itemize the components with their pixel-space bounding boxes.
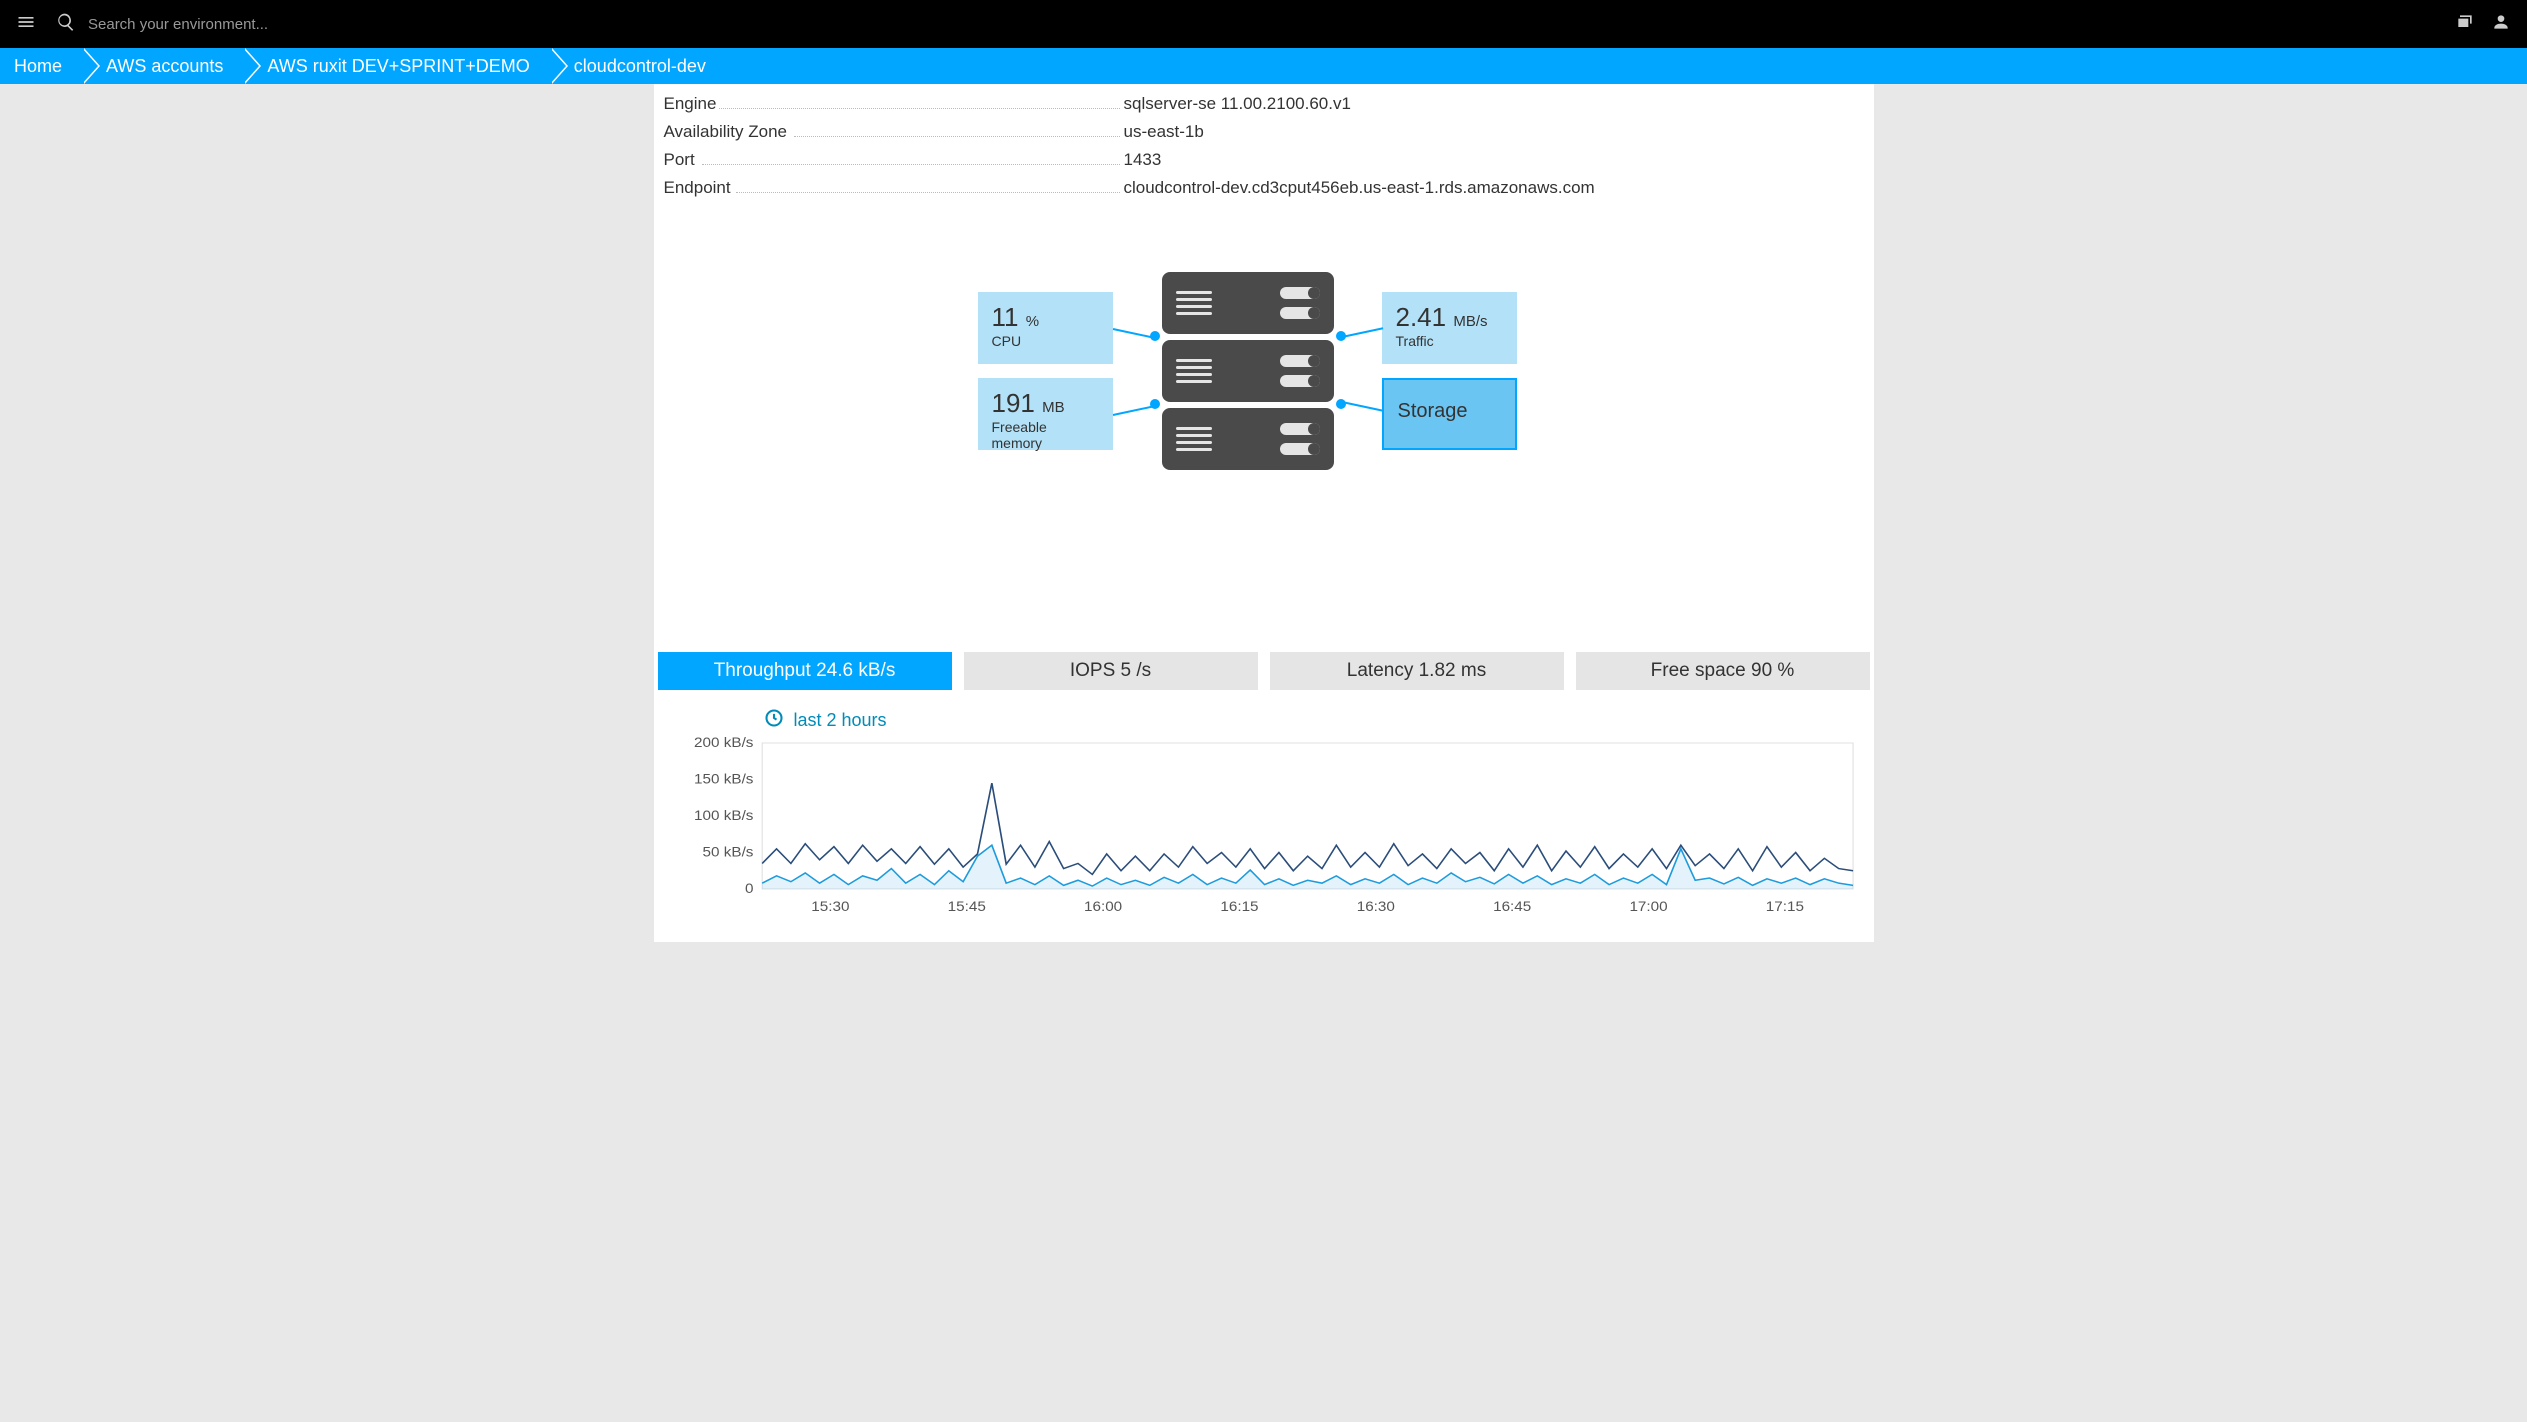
- server-icon: [1162, 272, 1334, 334]
- multiwindow-icon[interactable]: [2455, 12, 2475, 37]
- breadcrumb-item-cloudcontrol-dev[interactable]: cloudcontrol-dev: [550, 48, 726, 84]
- svg-text:15:45: 15:45: [947, 900, 985, 915]
- cpu-value: 11: [992, 302, 1019, 332]
- clock-icon: [764, 708, 784, 733]
- property-value: sqlserver-se 11.00.2100.60.v1: [1124, 94, 1351, 114]
- connector-line: [1112, 328, 1153, 339]
- memory-unit: MB: [1042, 399, 1065, 416]
- property-label: Port: [654, 150, 1124, 170]
- cpu-unit: %: [1026, 313, 1039, 330]
- card-storage[interactable]: Storage: [1382, 378, 1517, 450]
- server-stack: [1162, 272, 1334, 476]
- property-list: Enginesqlserver-se 11.00.2100.60.v1Avail…: [654, 84, 1874, 202]
- svg-text:0: 0: [744, 882, 753, 897]
- breadcrumb-item-aws-ruxit[interactable]: AWS ruxit DEV+SPRINT+DEMO: [243, 48, 549, 84]
- card-cpu[interactable]: 11 % CPU: [978, 292, 1113, 364]
- svg-text:200 kB/s: 200 kB/s: [694, 737, 753, 751]
- svg-text:17:15: 17:15: [1765, 900, 1803, 915]
- svg-text:16:45: 16:45: [1493, 900, 1531, 915]
- card-traffic[interactable]: 2.41 MB/s Traffic: [1382, 292, 1517, 364]
- svg-text:50 kB/s: 50 kB/s: [702, 845, 753, 860]
- connector-dot: [1336, 399, 1346, 409]
- breadcrumb-item-home[interactable]: Home: [0, 48, 82, 84]
- connector-dot: [1150, 399, 1160, 409]
- metric-tab[interactable]: Free space 90 %: [1576, 652, 1870, 690]
- server-icon: [1162, 340, 1334, 402]
- connector-dot: [1150, 331, 1160, 341]
- svg-text:16:00: 16:00: [1083, 900, 1121, 915]
- memory-value: 191: [992, 388, 1035, 418]
- chart-section: last 2 hours 200 kB/s 150 kB/s 100 kB/s 50 …: [654, 708, 1874, 922]
- traffic-label: Traffic: [1396, 333, 1503, 349]
- server-icon: [1162, 408, 1334, 470]
- connector-line: [1112, 405, 1153, 416]
- storage-label: Storage: [1398, 400, 1501, 423]
- connector-dot: [1336, 331, 1346, 341]
- connector-line: [1341, 401, 1382, 412]
- connector-line: [1341, 327, 1382, 338]
- topbar: [0, 0, 2527, 48]
- svg-text:150 kB/s: 150 kB/s: [694, 772, 753, 787]
- breadcrumb-label: Home: [14, 56, 62, 77]
- svg-text:100 kB/s: 100 kB/s: [694, 809, 753, 824]
- breadcrumb: Home AWS accounts AWS ruxit DEV+SPRINT+D…: [0, 48, 2527, 84]
- traffic-value: 2.41: [1396, 302, 1447, 332]
- card-memory[interactable]: 191 MB Freeable memory: [978, 378, 1113, 450]
- metric-tab[interactable]: IOPS 5 /s: [964, 652, 1258, 690]
- breadcrumb-label: AWS ruxit DEV+SPRINT+DEMO: [267, 56, 529, 77]
- breadcrumb-label: cloudcontrol-dev: [574, 56, 706, 77]
- timerange-label: last 2 hours: [794, 710, 887, 731]
- cpu-label: CPU: [992, 333, 1099, 349]
- property-row: Enginesqlserver-se 11.00.2100.60.v1: [654, 90, 1874, 118]
- property-value: cloudcontrol-dev.cd3cput456eb.us-east-1.…: [1124, 178, 1595, 198]
- property-label: Availability Zone: [654, 122, 1124, 142]
- hamburger-icon[interactable]: [16, 12, 36, 37]
- throughput-chart: 200 kB/s 150 kB/s 100 kB/s 50 kB/s 0 15:30 15:…: [664, 737, 1864, 922]
- search-icon[interactable]: [56, 12, 76, 37]
- metric-tab[interactable]: Throughput 24.6 kB/s: [658, 652, 952, 690]
- property-label: Engine: [654, 94, 1124, 114]
- main-panel: Enginesqlserver-se 11.00.2100.60.v1Avail…: [654, 84, 1874, 942]
- search-wrap: [56, 12, 2455, 37]
- traffic-unit: MB/s: [1453, 313, 1487, 330]
- memory-label: Freeable memory: [992, 419, 1099, 451]
- user-icon[interactable]: [2491, 12, 2511, 37]
- infographic: 11 % CPU 191 MB Freeable memory 2.41 MB/…: [654, 272, 1874, 592]
- svg-text:16:15: 16:15: [1220, 900, 1258, 915]
- breadcrumb-item-aws-accounts[interactable]: AWS accounts: [82, 48, 243, 84]
- property-row: Port1433: [654, 146, 1874, 174]
- svg-text:17:00: 17:00: [1629, 900, 1667, 915]
- svg-text:15:30: 15:30: [811, 900, 849, 915]
- property-value: 1433: [1124, 150, 1162, 170]
- search-input[interactable]: [88, 16, 488, 33]
- property-label: Endpoint: [654, 178, 1124, 198]
- property-value: us-east-1b: [1124, 122, 1204, 142]
- metric-tab[interactable]: Latency 1.82 ms: [1270, 652, 1564, 690]
- svg-text:16:30: 16:30: [1356, 900, 1394, 915]
- property-row: Endpointcloudcontrol-dev.cd3cput456eb.us…: [654, 174, 1874, 202]
- metric-tabs: Throughput 24.6 kB/s IOPS 5 /s Latency 1.8…: [658, 652, 1870, 690]
- property-row: Availability Zoneus-east-1b: [654, 118, 1874, 146]
- breadcrumb-label: AWS accounts: [106, 56, 223, 77]
- timerange-selector[interactable]: last 2 hours: [764, 708, 1864, 733]
